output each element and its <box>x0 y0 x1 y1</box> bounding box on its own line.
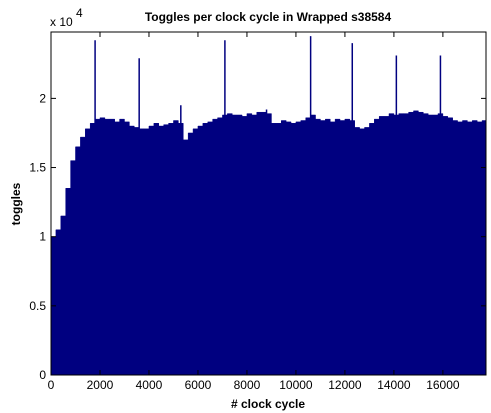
plot-frame <box>50 31 487 376</box>
x-tick-label: 0 <box>48 378 55 392</box>
x-tick-label: 10000 <box>279 378 313 392</box>
y-tick-label: 1 <box>39 230 46 244</box>
x-tick-label: 16000 <box>426 378 460 392</box>
x-axis-label: # clock cycle <box>231 397 305 411</box>
y-tick-label: 0.5 <box>29 299 46 313</box>
y-tick-label: 1.5 <box>29 161 46 175</box>
chart-title: Toggles per clock cycle in Wrapped s3858… <box>145 10 392 24</box>
x-tick-label: 4000 <box>136 378 163 392</box>
x-tick-label: 14000 <box>377 378 411 392</box>
area <box>50 110 487 376</box>
x-tick-label: 6000 <box>185 378 212 392</box>
y-tick-label: 0 <box>39 368 46 382</box>
x-tick-label: 2000 <box>87 378 114 392</box>
x-tick-label: 8000 <box>234 378 261 392</box>
y-axis-label: toggles <box>9 182 23 225</box>
y-multiplier-exponent: 4 <box>76 6 83 20</box>
y-multiplier: x 10 <box>50 15 73 29</box>
y-tick-label: 2 <box>39 91 46 105</box>
x-tick-label: 12000 <box>328 378 362 392</box>
